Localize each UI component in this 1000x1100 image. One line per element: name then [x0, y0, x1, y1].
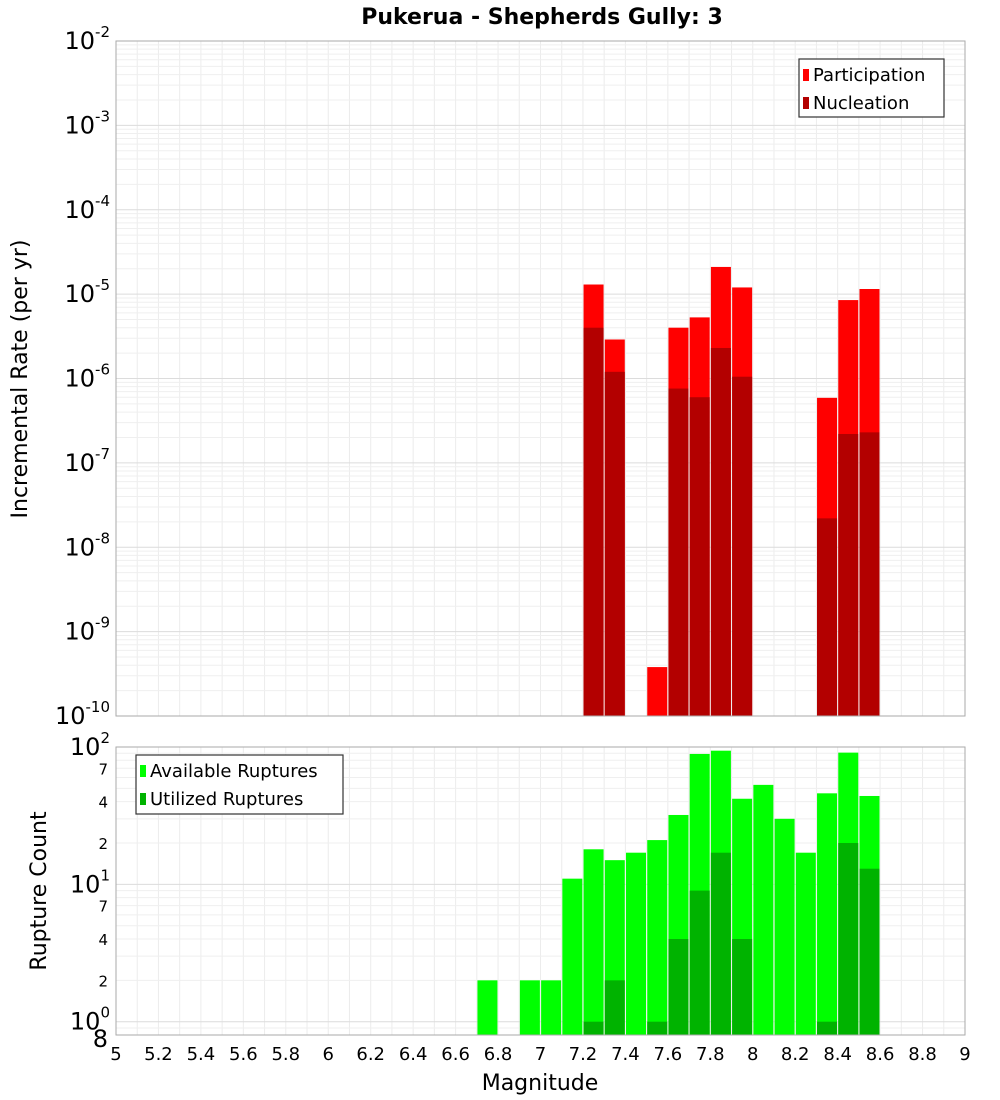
count-bar-secondary [689, 890, 710, 1035]
count-y-tick-label: 100 [70, 1004, 110, 1036]
x-tick-label: 8.4 [823, 1044, 852, 1065]
count-bars [477, 750, 880, 1035]
x-tick-label: 8.6 [866, 1044, 895, 1065]
x-tick-label: 6.4 [399, 1044, 428, 1065]
x-tick-label: 5 [110, 1044, 121, 1065]
rate-bar-secondary [604, 371, 625, 716]
count-y-minor-tick-label: 7 [98, 760, 108, 778]
count-bar-secondary [732, 939, 753, 1035]
rate-bar-secondary [710, 347, 731, 716]
count-y-minor-tick-label: 4 [98, 794, 108, 812]
rate-bar-secondary [689, 397, 710, 716]
rate-bar-secondary [668, 388, 689, 716]
rate-y-ticks: 10-10 10-9 10-8 10-7 10-6 10-5 10-4 10-3 10-2 [55, 23, 110, 730]
count-y-ticks: 100 101 102 8 2 4 7 2 4 7 [70, 729, 110, 1053]
rate-y-tick-label: 10-7 [64, 445, 110, 477]
x-tick-label: 5.2 [144, 1044, 173, 1065]
rate-bars [583, 266, 880, 716]
count-bar-primary [626, 852, 647, 1035]
rate-bar-primary [647, 667, 668, 716]
rate-y-tick-label: 10-3 [64, 107, 110, 139]
rate-y-tick-label: 10-5 [64, 276, 110, 308]
count-y-tick-label: 101 [70, 866, 110, 898]
count-y-axis-label: Rupture Count [27, 811, 52, 971]
x-tick-label: 6.6 [441, 1044, 470, 1065]
count-bar-primary [817, 793, 838, 1035]
rate-legend: Participation Nucleation [798, 58, 945, 118]
count-bar-primary [562, 878, 583, 1035]
count-y-minor-tick-label: 2 [98, 835, 108, 853]
rate-legend-label: Nucleation [813, 93, 909, 114]
rate-y-tick-label: 10-4 [64, 192, 110, 224]
x-tick-label: 7.2 [569, 1044, 598, 1065]
rate-y-tick-label: 10-6 [64, 361, 110, 393]
rate-legend-swatch [803, 69, 809, 81]
x-tick-label: 6.8 [484, 1044, 513, 1065]
rate-legend-box [798, 58, 945, 118]
count-y-tick-label: 102 [70, 729, 110, 761]
count-bar-secondary [647, 1021, 668, 1035]
x-axis-label: Magnitude [482, 1071, 599, 1096]
rate-bar-secondary [838, 433, 859, 716]
count-bar-secondary [710, 852, 731, 1035]
count-bar-primary [583, 849, 604, 1035]
x-tick-label: 5.8 [271, 1044, 300, 1065]
rate-y-axis-label: Incremental Rate (per yr) [8, 240, 33, 519]
rate-plot-frame [115, 40, 966, 717]
x-tick-label: 8.2 [781, 1044, 810, 1065]
rate-bar-secondary [732, 376, 753, 716]
count-bar-primary [541, 980, 562, 1035]
count-bar-secondary [859, 868, 880, 1035]
x-tick-label: 7 [535, 1044, 546, 1065]
rate-y-tick-label: 10-8 [64, 529, 110, 561]
rate-y-tick-label: 10-10 [55, 698, 110, 730]
rate-legend-swatch [803, 97, 809, 109]
count-bar-primary [774, 818, 795, 1035]
x-tick-label: 7.4 [611, 1044, 640, 1065]
x-tick-label: 6 [323, 1044, 334, 1065]
rate-grid [115, 41, 966, 717]
count-bar-primary [753, 784, 774, 1035]
x-tick-label: 9 [959, 1044, 970, 1065]
rate-panel: 10-10 10-9 10-8 10-7 10-6 10-5 10-4 10-3 10-2 In… [8, 23, 966, 730]
x-tick-label: 5.4 [187, 1044, 216, 1065]
count-legend-label: Utilized Ruptures [150, 789, 303, 810]
count-bar-secondary [583, 1021, 604, 1035]
x-tick-label: 8.8 [908, 1044, 937, 1065]
count-y-minor-tick-label: 2 [98, 972, 108, 990]
rate-y-tick-label: 10-2 [64, 23, 110, 55]
count-legend-swatch [140, 793, 146, 805]
count-bar-primary [519, 980, 540, 1035]
x-tick-label: 7.8 [696, 1044, 725, 1065]
count-bar-primary [795, 852, 816, 1035]
count-y-minor-tick-label: 7 [98, 898, 108, 916]
count-y-minor-tick-label: 4 [98, 931, 108, 949]
rate-bar-secondary [817, 518, 838, 716]
rate-bar-secondary [583, 327, 604, 716]
count-legend: Available Ruptures Utilized Ruptures [135, 754, 344, 815]
rate-y-tick-label: 10-9 [64, 614, 110, 646]
count-bar-secondary [668, 939, 689, 1035]
x-axis-ticks: 5 5.2 5.4 5.6 5.8 6 6.2 6.4 6.6 6.8 7 7.2 7.4 7.6 7.8 8… [110, 1044, 970, 1065]
count-bar-primary [647, 840, 668, 1035]
rate-bar-secondary [859, 432, 880, 716]
count-bar-secondary [817, 1021, 838, 1035]
x-tick-label: 8 [747, 1044, 758, 1065]
count-legend-swatch [140, 765, 146, 777]
chart-title: Pukerua - Shepherds Gully: 3 [361, 5, 723, 30]
x-tick-label: 5.6 [229, 1044, 258, 1065]
x-tick-label: 7.6 [654, 1044, 683, 1065]
count-bar-secondary [838, 843, 859, 1035]
rate-legend-label: Participation [813, 65, 925, 86]
count-bar-primary [477, 980, 498, 1035]
count-bar-secondary [604, 980, 625, 1035]
count-legend-label: Available Ruptures [150, 761, 318, 782]
x-tick-label: 6.2 [356, 1044, 385, 1065]
count-panel: 100 101 102 8 2 4 7 2 4 7 Rupture Count Available… [27, 729, 971, 1096]
count-y-minor-tick-label: 8 [93, 1025, 108, 1053]
count-legend-box [135, 754, 344, 815]
count-plot-frame [115, 746, 966, 1036]
